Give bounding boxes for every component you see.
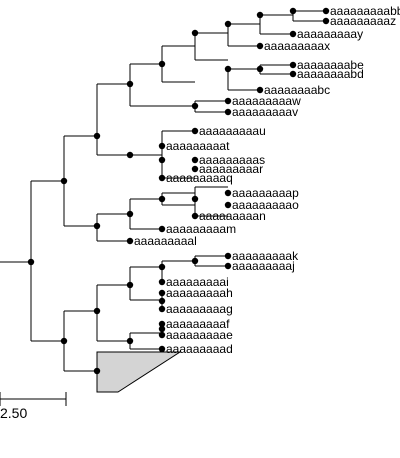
internal-node-dot	[94, 368, 100, 374]
scale-bar-label: 2.50	[0, 405, 27, 421]
leaf-label: aaaaaaaaaj	[232, 259, 295, 273]
leaf-node-dot	[127, 238, 133, 244]
internal-node-dot	[127, 338, 133, 344]
branch-clade-b1	[130, 199, 162, 229]
internal-node-dot	[127, 211, 133, 217]
branch-upper-clade	[64, 136, 97, 226]
leaf-node-dot	[159, 332, 165, 338]
branch-clade-b2	[162, 193, 195, 205]
branch-clade-a9	[195, 101, 228, 112]
leaf-label: aaaaaaaaan	[199, 209, 266, 223]
internal-node-dot	[94, 133, 100, 139]
leaf-label: aaaaaaaaad	[166, 342, 233, 356]
branch-clade-a2	[162, 46, 195, 82]
scale-bar-line	[0, 392, 66, 406]
internal-node-dot	[192, 103, 198, 109]
internal-node-dot	[61, 178, 67, 184]
internal-node-dot	[61, 338, 67, 344]
leaf-node-dot	[159, 306, 165, 312]
internal-node-dot	[257, 66, 263, 72]
leaf-node-dot	[225, 190, 231, 196]
internal-node-dot	[159, 157, 165, 163]
leaf-label: aaaaaaaabd	[297, 67, 364, 81]
leaf-node-dot	[159, 321, 165, 327]
internal-node-dot	[127, 152, 133, 158]
leaf-node-dot	[290, 71, 296, 77]
branch-clade-a6	[293, 11, 326, 21]
internal-node-dot	[192, 196, 198, 202]
branch-clade-a3	[195, 33, 228, 60]
scale-bar: 2.50	[0, 392, 66, 421]
internal-node-dot	[28, 259, 34, 265]
internal-node-dot	[290, 8, 296, 14]
leaf-node-dot	[192, 128, 198, 134]
leaf-node-dot	[225, 202, 231, 208]
leaf-label: aaaaaaaaav	[232, 105, 298, 119]
internal-node-dot	[159, 196, 165, 202]
collapsed-clade-triangle	[97, 352, 180, 392]
leaf-node-dot	[159, 226, 165, 232]
leaf-node-dot	[192, 213, 198, 219]
leaf-label: aaaaaaaaau	[199, 124, 266, 138]
branch-clade-a5	[260, 15, 293, 34]
leaf-node-dot	[159, 175, 165, 181]
internal-node-dot	[127, 81, 133, 87]
branch-clade-c3	[195, 256, 228, 266]
leaf-node-dot	[159, 346, 165, 352]
leaf-node-dot	[225, 109, 231, 115]
internal-node-dot	[225, 66, 231, 72]
leaf-node-dot	[159, 279, 165, 285]
leaf-node-dot	[257, 43, 263, 49]
branch-clade-c1	[130, 267, 162, 300]
leaf-node-dot	[290, 62, 296, 68]
leaf-node-dot	[323, 8, 329, 14]
branch-clade-a8	[260, 65, 293, 74]
leaf-node-dot	[257, 87, 263, 93]
internal-node-dot	[192, 258, 198, 264]
internal-node-dot	[257, 12, 263, 18]
internal-node-dot	[159, 264, 165, 270]
branch-clade-c5	[130, 333, 162, 349]
branch-lower-clade	[64, 311, 97, 371]
leaf-node-dot	[159, 290, 165, 296]
branch-clade-b	[97, 214, 130, 241]
leaf-label: aaaaaaaaax	[264, 39, 330, 53]
leaf-label: aaaaaaaaaz	[330, 14, 396, 28]
leaf-label: aaaaaaaaal	[134, 234, 197, 248]
leaf-node-dot	[323, 18, 329, 24]
leaf-label: aaaaaaaaag	[166, 302, 233, 316]
internal-node-dot	[127, 282, 133, 288]
leaf-node-dot	[290, 31, 296, 37]
internal-node-dot	[159, 61, 165, 67]
branch-clade-a7	[228, 69, 260, 90]
leaf-label: aaaaaaaaah	[166, 286, 233, 300]
leaf-node-dot	[225, 263, 231, 269]
leaf-label: aaaaaaaaat	[166, 139, 230, 153]
internal-node-dot	[192, 30, 198, 36]
branch-clade-c	[97, 285, 130, 341]
internal-node-dot	[94, 308, 100, 314]
branch-root	[31, 181, 64, 341]
internal-node-dot	[225, 21, 231, 27]
branch-clade-a4	[228, 24, 260, 46]
leaf-labels: aaaaaaaaabbaaaaaaaaazaaaaaaaaayaaaaaaaaa…	[134, 4, 400, 356]
leaf-label: aaaaaaaaae	[166, 328, 233, 342]
leaf-label: aaaaaaaaaq	[166, 171, 233, 185]
internal-node-dot	[94, 223, 100, 229]
leaf-node-dot	[225, 98, 231, 104]
leaf-node-dot	[225, 253, 231, 259]
internal-node-dot	[159, 298, 165, 304]
leaf-node-dot	[159, 143, 165, 149]
leaf-node-dot	[192, 157, 198, 163]
